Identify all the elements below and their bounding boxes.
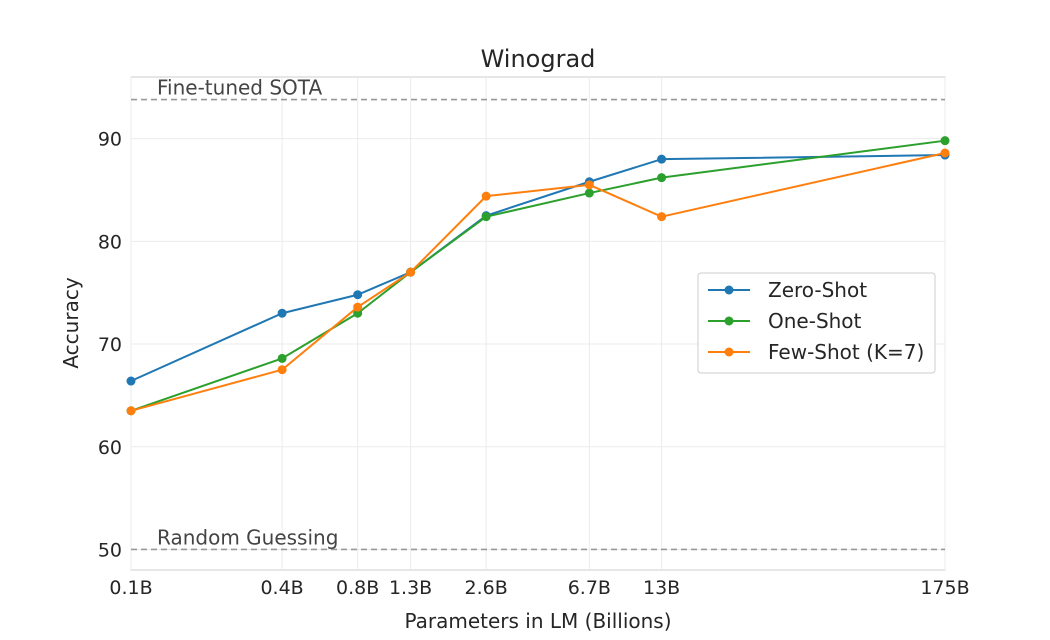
series-line <box>130 152 946 412</box>
x-tick-label: 0.1B <box>109 577 152 599</box>
data-point <box>584 180 594 190</box>
data-point <box>277 365 287 375</box>
data-point <box>481 191 491 201</box>
data-point <box>277 308 287 318</box>
legend-box <box>697 272 936 374</box>
chart-title: Winograd <box>481 45 596 73</box>
legend-swatch-marker <box>724 316 734 326</box>
x-tick-label: 175B <box>920 577 969 599</box>
data-point <box>353 308 363 318</box>
y-tick-labels: 50 60 70 80 90 <box>98 129 122 562</box>
data-point <box>126 376 136 386</box>
y-tick-label: 90 <box>98 129 122 151</box>
y-tick-label: 50 <box>98 539 122 561</box>
legend-swatch-marker <box>724 285 734 295</box>
y-tick-label: 80 <box>98 231 122 253</box>
y-tick-label: 60 <box>98 437 122 459</box>
legend: Zero-Shot One-Shot Few-Shot (K=7) <box>697 272 936 374</box>
reference-line-label: Random Guessing <box>157 525 338 549</box>
data-point <box>584 188 594 198</box>
x-tick-label: 0.4B <box>260 577 303 599</box>
y-axis-label: Accuracy <box>59 277 83 368</box>
data-point <box>940 136 950 146</box>
x-tick-label: 13B <box>643 577 680 599</box>
legend-label: One-Shot <box>768 309 862 333</box>
legend-label: Zero-Shot <box>768 278 867 302</box>
x-tick-label: 0.8B <box>336 577 379 599</box>
reference-line-label: Fine-tuned SOTA <box>157 76 322 100</box>
x-axis-label: Parameters in LM (Billions) <box>404 609 671 633</box>
data-point <box>353 290 363 300</box>
legend-swatch-marker <box>724 347 734 357</box>
legend-label: Few-Shot (K=7) <box>768 340 924 364</box>
series-lines <box>126 136 950 416</box>
x-tick-label: 1.3B <box>389 577 432 599</box>
data-point <box>277 353 287 363</box>
data-point <box>657 212 667 222</box>
reference-lines: Fine-tuned SOTA Random Guessing <box>131 76 945 551</box>
x-tick-label: 6.7B <box>568 577 611 599</box>
data-point <box>940 148 950 158</box>
data-point <box>126 406 136 416</box>
x-tick-label: 2.6B <box>465 577 508 599</box>
data-point <box>406 267 416 277</box>
data-point <box>657 154 667 164</box>
data-point <box>657 173 667 183</box>
data-point <box>481 212 491 222</box>
series-line <box>130 139 946 412</box>
y-tick-label: 70 <box>98 334 122 356</box>
x-tick-labels: 0.1B 0.4B 0.8B 1.3B 2.6B 6.7B 13B 175B <box>109 577 969 599</box>
data-point <box>353 302 363 312</box>
